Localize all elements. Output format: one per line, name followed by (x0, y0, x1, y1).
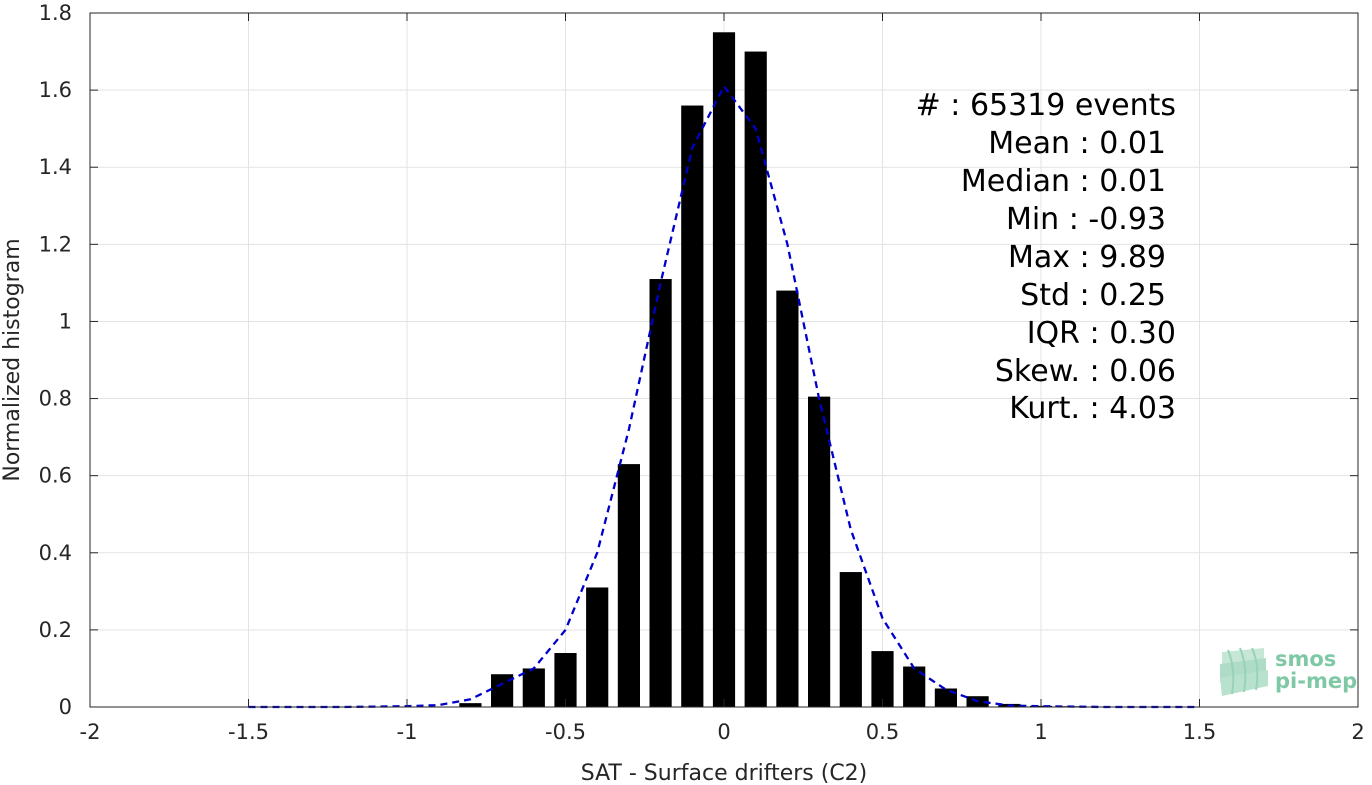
y-tick-label: 1 (59, 309, 72, 333)
y-axis-title: Normalized histogram (0, 238, 25, 481)
x-tick-label: 0 (717, 720, 730, 744)
stats-annotation: # : 65319 events Mean : 0.01 Median : 0.… (916, 88, 1176, 426)
y-tick-label: 0.4 (39, 541, 72, 565)
histogram-bar (586, 587, 609, 707)
histogram-bar (554, 653, 577, 707)
y-tick-label: 1.8 (39, 1, 72, 25)
logo-line2: pi-mep (1275, 669, 1357, 693)
histogram-bar (776, 290, 799, 707)
logo-line1: smos (1275, 647, 1336, 671)
x-tick-label: -0.5 (545, 720, 586, 744)
x-axis-title: SAT - Surface drifters (C2) (581, 761, 868, 785)
stat-mean: Mean : 0.01 (988, 126, 1166, 161)
x-tick-label: 1 (1034, 720, 1047, 744)
x-tick-label: 1.5 (1183, 720, 1216, 744)
x-tick-label: -1 (397, 720, 418, 744)
stat-std: Std : 0.25 (1020, 278, 1166, 313)
axis-ticks: -2 -1.5 -1 -0.5 0 0.5 1 1.5 2 0 0.2 0.4 0.6 0.8 1 1.2 1.… (39, 1, 1365, 744)
fit-curve (248, 84, 1200, 709)
stat-iqr: IQR : 0.30 (1027, 316, 1176, 351)
stat-kurt: Kurt. : 4.03 (1009, 391, 1176, 426)
histogram-bar (459, 703, 482, 707)
x-tick-label: 0.5 (866, 720, 899, 744)
histogram-bar (617, 464, 640, 707)
x-tick-label: -2 (80, 720, 101, 744)
histogram-bar (712, 32, 736, 708)
y-tick-label: 0.6 (39, 464, 72, 488)
x-tick-label: -1.5 (228, 720, 269, 744)
x-tick-label: 2 (1351, 720, 1364, 744)
stat-min: Min : -0.93 (1006, 202, 1166, 237)
stat-skew: Skew. : 0.06 (995, 354, 1176, 389)
histogram-bar (903, 666, 926, 707)
histogram-bar (649, 279, 672, 707)
y-tick-label: 1.6 (39, 78, 72, 102)
histogram-bar (681, 105, 704, 708)
stat-events: # : 65319 events (916, 88, 1176, 123)
y-tick-label: 1.2 (39, 232, 72, 256)
histogram-bar (871, 651, 894, 707)
y-tick-label: 0.8 (39, 387, 72, 411)
stat-max: Max : 9.89 (1008, 240, 1166, 275)
histogram-bar (808, 396, 831, 707)
histogram-bar (934, 688, 957, 707)
histogram-bar (522, 668, 545, 707)
bars (459, 32, 1211, 708)
y-tick-label: 0.2 (39, 618, 72, 642)
histogram-bar (744, 51, 767, 708)
stat-median: Median : 0.01 (961, 164, 1166, 199)
y-tick-label: 0 (59, 695, 72, 719)
wave-logo-icon (1220, 647, 1268, 696)
smos-pimep-logo: smos pi-mep (1220, 647, 1357, 696)
histogram-bar (839, 572, 862, 707)
y-tick-label: 1.4 (39, 155, 72, 179)
histogram-bar (491, 674, 514, 707)
